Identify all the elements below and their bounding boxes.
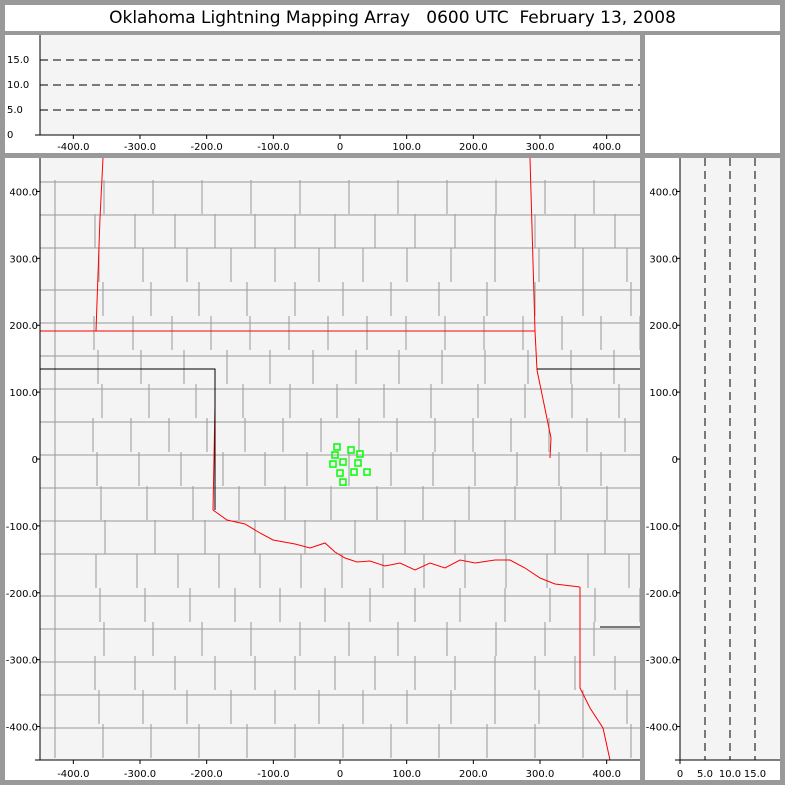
x-tick-label: 0 <box>677 769 683 780</box>
lightning-source-marker <box>339 458 347 466</box>
y-tick-label: -300.0 <box>646 656 678 667</box>
state-border-tx-la <box>579 587 611 761</box>
lightning-source-marker <box>329 460 337 468</box>
x-tick-label: -100.0 <box>257 142 289 153</box>
lightning-source-marker <box>354 459 362 467</box>
lightning-source-marker <box>339 478 347 486</box>
y-tick-label: 0 <box>32 455 38 466</box>
y-tick-label: -300.0 <box>6 656 38 667</box>
x-tick-label: 15.0 <box>744 769 766 780</box>
x-tick-label: 0 <box>337 769 343 780</box>
lightning-source-marker <box>336 469 344 477</box>
y-tick-label: 0 <box>672 455 678 466</box>
x-tick-label: -400.0 <box>57 769 89 780</box>
lightning-source-marker <box>347 446 355 454</box>
x-tick-label: 10.0 <box>719 769 741 780</box>
histogram-panel-empty <box>645 35 780 153</box>
lightning-source-marker <box>356 450 364 458</box>
y-tick-label: -200.0 <box>646 589 678 600</box>
y-tick-label: 300.0 <box>649 254 678 265</box>
y-tick-label: 10.0 <box>7 80 29 91</box>
altitude-ns-panel: 400.0 300.0 200.0 100.0 0 -100.0 -200.0 -300.0 -… <box>645 158 780 780</box>
x-tick-label: 100.0 <box>392 769 421 780</box>
texas-panhandle-border <box>40 368 216 510</box>
y-tick-label: -200.0 <box>6 589 38 600</box>
x-tick-label: 200.0 <box>459 142 488 153</box>
x-tick-label: 300.0 <box>526 769 555 780</box>
y-tick-label: 400.0 <box>649 187 678 198</box>
x-tick-label: 400.0 <box>592 769 621 780</box>
state-border-nm-co <box>95 158 104 332</box>
y-tick-label: 400.0 <box>9 187 38 198</box>
plot-title: Oklahoma Lightning Mapping Array 0600 UT… <box>5 5 780 31</box>
y-tick-label: -400.0 <box>6 723 38 734</box>
y-tick-label: 200.0 <box>9 321 38 332</box>
altitude-ew-panel: 0 5.0 10.0 15.0 -400.0 -300.0 -200.0 -100.0 0 100… <box>5 35 640 153</box>
y-tick-label: 5.0 <box>7 105 23 116</box>
red-river-border <box>212 509 581 588</box>
x-tick-label: -100.0 <box>257 769 289 780</box>
y-tick-label: 100.0 <box>649 388 678 399</box>
x-tick-label: -300.0 <box>124 769 156 780</box>
x-tick-label: 0 <box>337 142 343 153</box>
state-border-ok-east <box>529 158 552 459</box>
y-tick-label: 300.0 <box>9 254 38 265</box>
plan-view-panel: 400.0 300.0 200.0 100.0 0 -100.0 -200.0 -300.0 -… <box>5 158 640 780</box>
x-tick-label: 200.0 <box>459 769 488 780</box>
x-tick-label: -200.0 <box>191 769 223 780</box>
x-tick-label: 300.0 <box>526 142 555 153</box>
x-tick-label: -400.0 <box>57 142 89 153</box>
y-tick-label: 100.0 <box>9 388 38 399</box>
y-tick-label: 15.0 <box>7 55 29 66</box>
y-tick-label: 200.0 <box>649 321 678 332</box>
x-tick-label: 400.0 <box>592 142 621 153</box>
y-tick-label: -100.0 <box>646 522 678 533</box>
x-tick-label: 100.0 <box>392 142 421 153</box>
lightning-source-marker <box>363 468 371 476</box>
x-tick-label: -300.0 <box>124 142 156 153</box>
y-tick-label: 0 <box>7 130 13 141</box>
x-tick-label: 5.0 <box>697 769 713 780</box>
state-borders <box>40 158 640 761</box>
county-borders <box>40 180 640 758</box>
x-tick-label: -200.0 <box>191 142 223 153</box>
lightning-source-marker <box>331 451 339 459</box>
y-tick-label: -100.0 <box>6 522 38 533</box>
lightning-source-marker <box>333 443 341 451</box>
y-tick-label: -400.0 <box>646 723 678 734</box>
lightning-source-marker <box>350 468 358 476</box>
